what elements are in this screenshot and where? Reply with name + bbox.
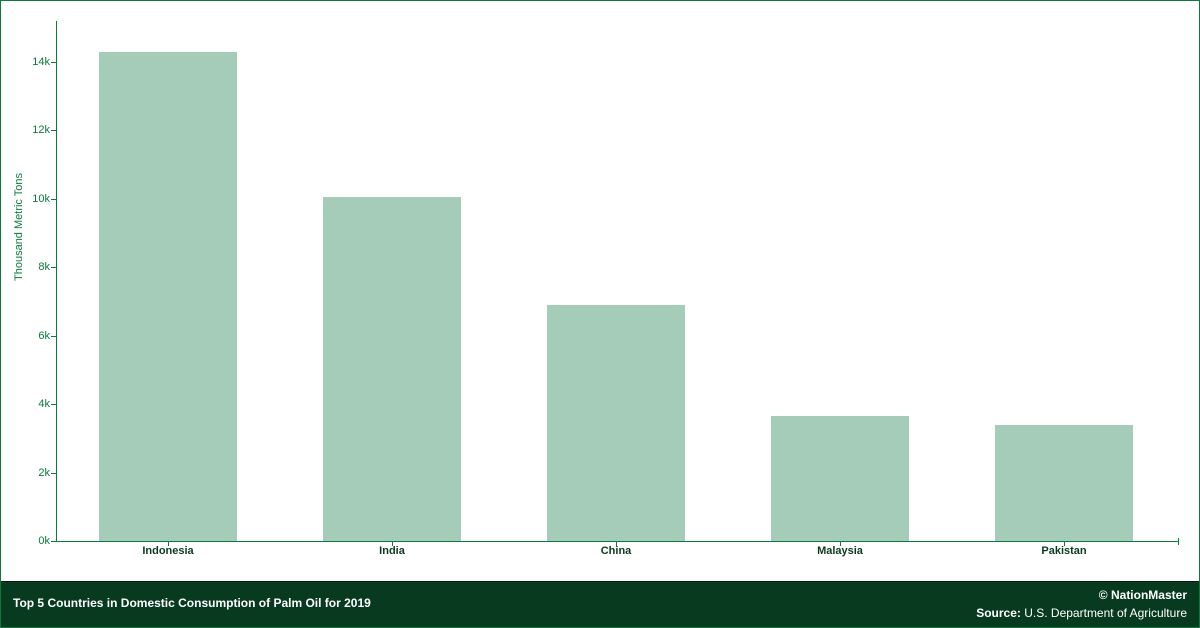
bar [99, 52, 238, 541]
bar [323, 197, 462, 541]
x-label: India [379, 545, 405, 557]
bar [547, 305, 686, 541]
bars-group [56, 21, 1176, 541]
bar [771, 416, 910, 541]
copyright: © NationMaster [1099, 588, 1187, 602]
y-tick: 14k [32, 56, 50, 68]
y-tick: 2k [38, 467, 50, 479]
y-tick: 8k [38, 261, 50, 273]
footer: Top 5 Countries in Domestic Consumption … [1, 581, 1199, 627]
x-axis-line [56, 541, 1178, 542]
y-tick: 10k [32, 193, 50, 205]
x-tick-mark [840, 541, 841, 546]
x-label: China [601, 545, 632, 557]
source-label: Source: [976, 606, 1021, 620]
x-tick-mark [392, 541, 393, 546]
x-tick-mark [1064, 541, 1065, 546]
chart-title: Top 5 Countries in Domestic Consumption … [13, 596, 371, 610]
x-tick-mark [168, 541, 169, 546]
y-tick: 0k [38, 535, 50, 547]
source-value-text: U.S. Department of Agriculture [1024, 606, 1187, 620]
bar [995, 425, 1134, 541]
x-label: Indonesia [142, 545, 193, 557]
x-labels: Indonesia India China Malaysia Pakistan [56, 545, 1176, 563]
y-tick: 6k [38, 330, 50, 342]
x-label: Pakistan [1041, 545, 1086, 557]
x-tick-mark [616, 541, 617, 546]
source: Source: U.S. Department of Agriculture [976, 606, 1187, 620]
y-ticks: 0k2k4k6k8k10k12k14k [1, 21, 56, 541]
y-tick: 12k [32, 124, 50, 136]
x-label: Malaysia [817, 545, 863, 557]
y-tick: 4k [38, 398, 50, 410]
chart-frame: Thousand Metric Tons 0k2k4k6k8k10k12k14k… [0, 0, 1200, 628]
